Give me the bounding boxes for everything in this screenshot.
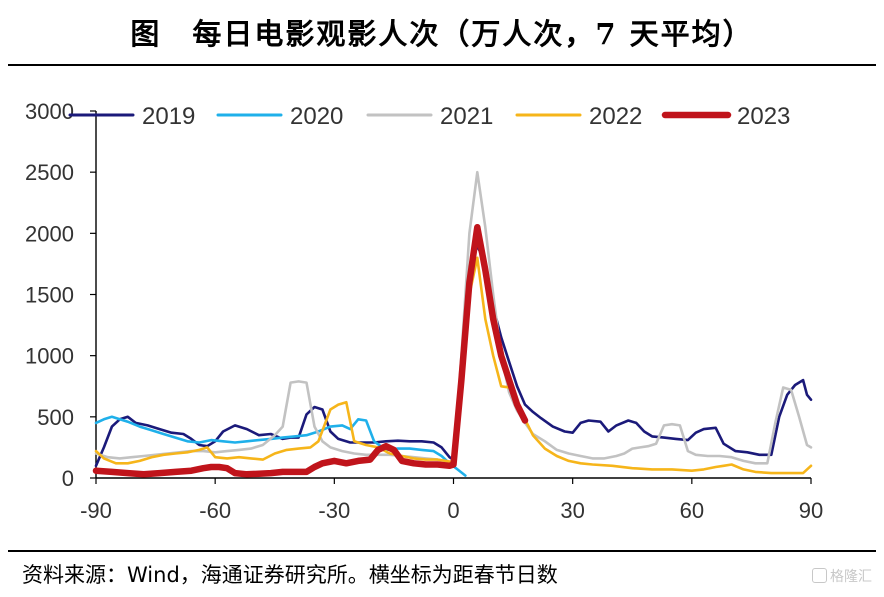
x-tick-label: 30 bbox=[560, 498, 584, 523]
watermark-logo-icon bbox=[812, 568, 827, 583]
watermark: 格隆汇 bbox=[812, 566, 872, 586]
source-note: 资料来源：Wind，海通证券研究所。横坐标为距春节日数 bbox=[22, 563, 558, 587]
watermark-text: 格隆汇 bbox=[830, 569, 872, 585]
legend-label-2022: 2022 bbox=[589, 103, 642, 130]
legend-label-2021: 2021 bbox=[440, 103, 493, 130]
y-tick-label: 0 bbox=[62, 466, 74, 491]
series-line-2022 bbox=[94, 256, 813, 475]
chart-legend: 2019 2020 2021 2022 2023 bbox=[68, 103, 790, 130]
x-tick-label: -60 bbox=[199, 498, 231, 523]
x-tick-label: 90 bbox=[799, 498, 823, 523]
y-tick-label: 3000 bbox=[25, 99, 74, 124]
line-chart: 0 500 1000 1500 2000 2500 3000 -90 -60 -30 0 30 60 90… bbox=[25, 99, 823, 523]
x-tick-label: 0 bbox=[447, 498, 459, 523]
x-tick-label: -90 bbox=[80, 498, 112, 523]
chart-title: 图 每日电影观影人次（万人次，7 天平均） bbox=[130, 17, 754, 51]
legend-label-2023: 2023 bbox=[737, 103, 790, 130]
y-tick-label: 1000 bbox=[25, 344, 74, 369]
title-rule bbox=[8, 64, 876, 66]
y-tick-label: 2000 bbox=[25, 221, 74, 246]
legend-label-2019: 2019 bbox=[142, 103, 195, 130]
chart-axes: 0 500 1000 1500 2000 2500 3000 -90 -60 -30 0 30 60 90 bbox=[25, 99, 823, 523]
series-line-2021 bbox=[94, 170, 813, 466]
chart-series-lines bbox=[92, 170, 813, 478]
y-tick-label: 1500 bbox=[25, 283, 74, 308]
source-rule bbox=[8, 550, 876, 552]
x-tick-label: 60 bbox=[680, 498, 704, 523]
series-line-2023 bbox=[92, 223, 529, 478]
series-line-2020 bbox=[94, 415, 467, 477]
x-tick-label: -30 bbox=[318, 498, 350, 523]
y-tick-label: 500 bbox=[37, 405, 74, 430]
y-tick-label: 2500 bbox=[25, 160, 74, 185]
legend-label-2020: 2020 bbox=[290, 103, 343, 130]
